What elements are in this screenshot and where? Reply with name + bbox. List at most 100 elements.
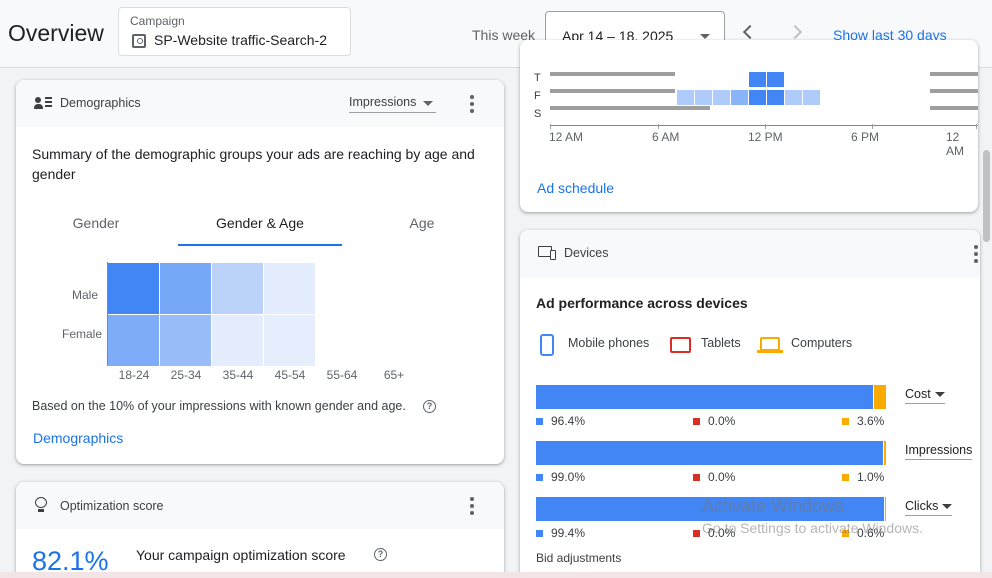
computer-icon <box>757 337 783 353</box>
demographics-link[interactable]: Demographics <box>33 430 124 446</box>
optimization-score-card: Optimization score 82.1% Your campaign o… <box>16 482 504 578</box>
schedule-cell <box>803 90 820 105</box>
bar-segment-mobile <box>536 385 873 409</box>
heatmap-cell <box>160 263 211 314</box>
tablet-icon <box>670 337 691 353</box>
schedule-cell <box>677 90 694 105</box>
legend-swatch <box>842 418 849 425</box>
more-options-icon[interactable] <box>974 245 978 263</box>
heatmap-age-label: 55-64 <box>326 368 358 382</box>
device-percent-mobile: 99.4% <box>551 526 586 540</box>
schedule-cell <box>785 90 802 105</box>
heatmap-cell <box>264 263 315 314</box>
schedule-row-bar <box>550 106 710 110</box>
heatmap-age-label: 65+ <box>383 368 405 382</box>
hour-label: 12 AM <box>549 130 584 144</box>
schedule-cell <box>731 90 748 105</box>
card-title: Optimization score <box>60 499 164 513</box>
schedule-day-label: T <box>534 72 541 84</box>
heatmap-cell <box>264 315 315 366</box>
legend-swatch <box>693 530 700 537</box>
axis-tick <box>976 124 977 129</box>
ad-schedule-link[interactable]: Ad schedule <box>537 180 615 196</box>
devices-card: Devices Ad performance across devices Mo… <box>520 230 980 578</box>
heatmap-age-label: 35-44 <box>222 368 254 382</box>
caret-down-icon <box>942 504 953 510</box>
demographics-summary: Summary of the demographic groups your a… <box>32 146 475 182</box>
card-title: Demographics <box>60 96 141 110</box>
lightbulb-icon <box>35 497 47 513</box>
devices-icon <box>538 246 556 260</box>
legend-swatch <box>842 474 849 481</box>
campaign-label: Campaign <box>130 14 185 28</box>
schedule-axis <box>550 125 978 126</box>
heatmap-cell <box>212 263 263 314</box>
scrollbar[interactable] <box>983 150 990 242</box>
more-options-icon[interactable] <box>470 497 474 515</box>
schedule-cell <box>695 90 712 105</box>
chevron-left-icon[interactable] <box>742 24 758 40</box>
bid-adjustments-label: Bid adjustments <box>536 551 622 565</box>
schedule-cell <box>767 72 784 87</box>
hour-label: 12 AM <box>946 130 964 158</box>
metric-dropdown[interactable]: Impressions <box>349 95 436 113</box>
search-campaign-icon <box>132 34 146 48</box>
chevron-down-icon <box>700 34 710 39</box>
legend-tablets: Tablets <box>701 336 741 350</box>
tab-gender-and-age[interactable]: Gender & Age <box>216 215 304 231</box>
campaign-selector[interactable]: Campaign SP-Website traffic-Search-2 <box>118 7 351 56</box>
heatmap-age-label: 45-54 <box>274 368 306 382</box>
schedule-day-label: S <box>534 108 542 120</box>
metric-dropdown-value: Impressions <box>349 95 417 109</box>
tab-age[interactable]: Age <box>409 215 435 231</box>
devices-summary: Ad performance across devices <box>536 295 748 311</box>
help-icon[interactable]: ? <box>423 400 436 413</box>
heatmap-cell <box>108 263 159 314</box>
device-percent-tablet: 0.0% <box>708 526 736 540</box>
top-bar: Overview Campaign SP-Website traffic-Sea… <box>0 0 992 68</box>
device-percent-tablet: 0.0% <box>708 470 736 484</box>
schedule-cell <box>749 90 766 105</box>
device-percent-row: 99.4% 0.0% 0.6% <box>536 526 886 542</box>
bar-segment-computer <box>884 441 886 465</box>
card-title: Devices <box>564 246 609 260</box>
schedule-row-bar <box>550 89 675 93</box>
demographics-icon <box>34 96 52 110</box>
device-bar <box>536 385 886 409</box>
demographics-footnote: Based on the 10% of your impressions wit… <box>32 399 406 413</box>
bottom-strip <box>0 572 992 578</box>
help-icon[interactable]: ? <box>374 548 387 561</box>
bar-segment-computer <box>874 385 886 409</box>
device-metric-dropdown[interactable]: Clicks <box>905 499 953 516</box>
ad-schedule-card: T F S 12 AM 6 AM 12 PM 6 PM 12 AM Ad sch… <box>520 40 978 212</box>
windows-watermark-title: Activate Windows <box>702 496 845 516</box>
more-options-icon[interactable] <box>470 95 474 113</box>
schedule-cell <box>767 90 784 105</box>
chevron-right-icon[interactable] <box>787 24 803 40</box>
schedule-day-label: F <box>534 90 541 102</box>
heatmap-age-label: 18-24 <box>118 368 150 382</box>
heatmap-cell <box>160 315 211 366</box>
legend-computers: Computers <box>791 336 853 350</box>
bar-segment-computer <box>885 497 886 521</box>
legend-swatch <box>842 530 849 537</box>
device-percent-computer: 3.6% <box>857 414 885 428</box>
bar-segment-mobile <box>536 441 883 465</box>
heatmap-age-label: 25-34 <box>170 368 202 382</box>
optimization-card-header: Optimization score <box>16 482 504 529</box>
hour-label: 12 PM <box>748 130 783 144</box>
device-bar <box>536 441 886 465</box>
device-metric-label: Clicks <box>905 499 939 513</box>
heatmap-row-label: Male <box>71 288 98 302</box>
tab-gender[interactable]: Gender <box>72 215 120 231</box>
device-metric-dropdown[interactable]: Cost <box>905 387 945 404</box>
optimization-score-value: 82.1% <box>32 546 109 576</box>
bar-segment-mobile <box>536 497 884 521</box>
schedule-cell <box>713 90 730 105</box>
campaign-name: SP-Website traffic-Search-2 <box>154 32 327 48</box>
mobile-phone-icon <box>540 334 554 356</box>
device-metric-dropdown[interactable]: Impressions <box>905 443 973 460</box>
device-bar <box>536 497 886 521</box>
axis-tick <box>550 124 551 129</box>
show-last-30-days-button[interactable]: Show last 30 days <box>833 27 947 43</box>
